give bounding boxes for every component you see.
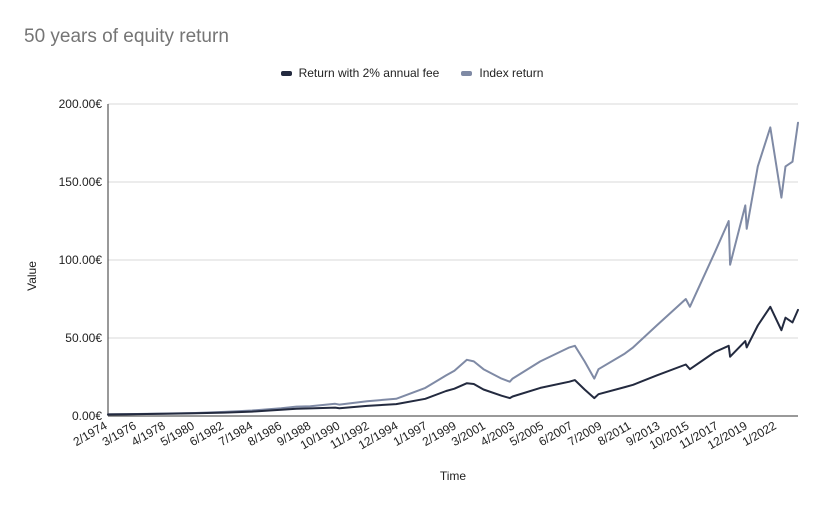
y-tick-label: 200.00€ bbox=[59, 97, 103, 111]
legend-label-index: Index return bbox=[479, 66, 544, 80]
legend-swatch-index bbox=[461, 70, 473, 76]
series-line-fee bbox=[107, 305, 799, 416]
x-axis-title: Time bbox=[440, 469, 467, 483]
y-axis-title: Value bbox=[25, 261, 39, 291]
legend-label-fee: Return with 2% annual fee bbox=[298, 66, 440, 80]
legend-item-index[interactable]: Index return bbox=[461, 66, 543, 80]
legend-swatch-fee bbox=[280, 70, 292, 76]
legend: Return with 2% annual fee Index return bbox=[0, 66, 824, 80]
x-tick-label: 1/2022 bbox=[740, 418, 779, 449]
legend-item-fee[interactable]: Return with 2% annual fee bbox=[280, 66, 440, 80]
y-tick-label: 0.00€ bbox=[72, 409, 102, 423]
series-line-index bbox=[107, 121, 799, 416]
y-tick-label: 100.00€ bbox=[59, 253, 103, 267]
y-tick-label: 50.00€ bbox=[65, 331, 102, 345]
chart-title: 50 years of equity return bbox=[24, 26, 229, 47]
y-tick-label: 150.00€ bbox=[59, 175, 103, 189]
